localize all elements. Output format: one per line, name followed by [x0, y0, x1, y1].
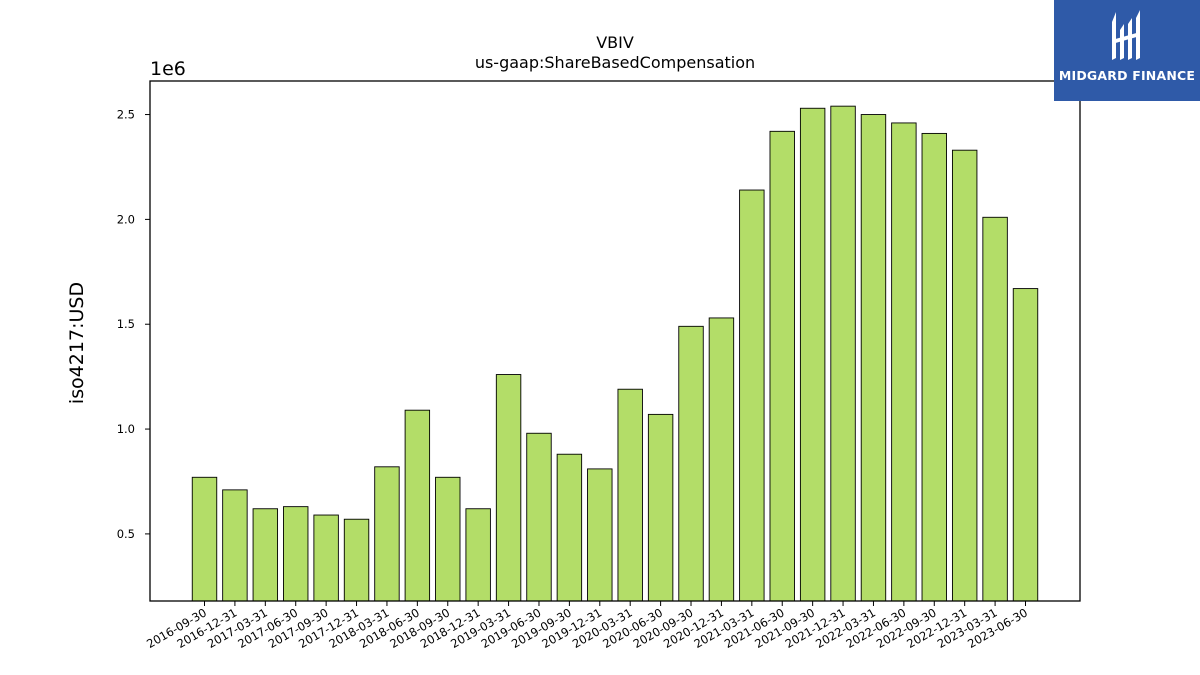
- bar-2017-03-31: [252, 508, 279, 602]
- bar-2017-12-31: [343, 518, 370, 602]
- bar-2019-12-31: [587, 468, 613, 602]
- midgard-finance-logo: MIDGARD FINANCE: [1054, 0, 1200, 101]
- y-axis-offset-label: 1e6: [150, 58, 186, 80]
- bar-2016-12-31: [222, 489, 248, 602]
- bar-2018-03-31: [374, 466, 400, 602]
- bar-2022-03-31: [860, 114, 887, 602]
- y-tick-label: 2.0: [117, 212, 135, 226]
- bar-2022-09-30: [921, 132, 947, 602]
- bar-2018-12-31: [465, 508, 491, 602]
- bar-2021-06-30: [769, 130, 795, 602]
- bar-2023-03-31: [982, 216, 1008, 602]
- bar-2021-09-30: [799, 107, 826, 602]
- bar-2020-03-31: [617, 388, 643, 602]
- midgard-logo-icon: [1112, 10, 1140, 60]
- bar-2020-09-30: [678, 325, 704, 602]
- y-tick-label: 0.5: [117, 527, 135, 541]
- bar-2019-03-31: [495, 374, 522, 602]
- y-axis-label: iso4217:USD: [66, 282, 88, 404]
- bar-2019-06-30: [526, 432, 552, 602]
- bar-2017-06-30: [283, 506, 309, 602]
- y-tick-label: 2.5: [117, 108, 135, 122]
- bar-2021-12-31: [830, 105, 856, 602]
- bar-2020-12-31: [708, 317, 735, 602]
- bar-2017-09-30: [313, 514, 339, 602]
- bar-2022-06-30: [891, 122, 917, 602]
- y-tick-label: 1.0: [117, 422, 135, 436]
- logo-text: MIDGARD FINANCE: [1058, 68, 1196, 83]
- bar-2021-03-31: [739, 189, 765, 602]
- bar-2022-12-31: [951, 149, 978, 602]
- bar-2016-09-30: [191, 476, 218, 602]
- chart-subtitle: us-gaap:ShareBasedCompensation: [475, 53, 755, 72]
- x-axis-ticks: 2016-09-302016-12-312017-03-312017-06-30…: [144, 601, 1030, 651]
- bar-2020-06-30: [647, 413, 674, 602]
- bar-2018-06-30: [404, 409, 431, 602]
- bar-2018-09-30: [435, 476, 461, 602]
- y-tick-label: 1.5: [117, 317, 135, 331]
- chart-title: VBIV: [596, 33, 634, 52]
- bar-series: [191, 105, 1039, 602]
- plot-frame: [149, 80, 1081, 602]
- bar-2019-09-30: [556, 453, 583, 602]
- bar-2023-06-30: [1012, 288, 1039, 602]
- y-axis-ticks: 0.5 1.0 1.5 2.0 2.5: [117, 108, 150, 541]
